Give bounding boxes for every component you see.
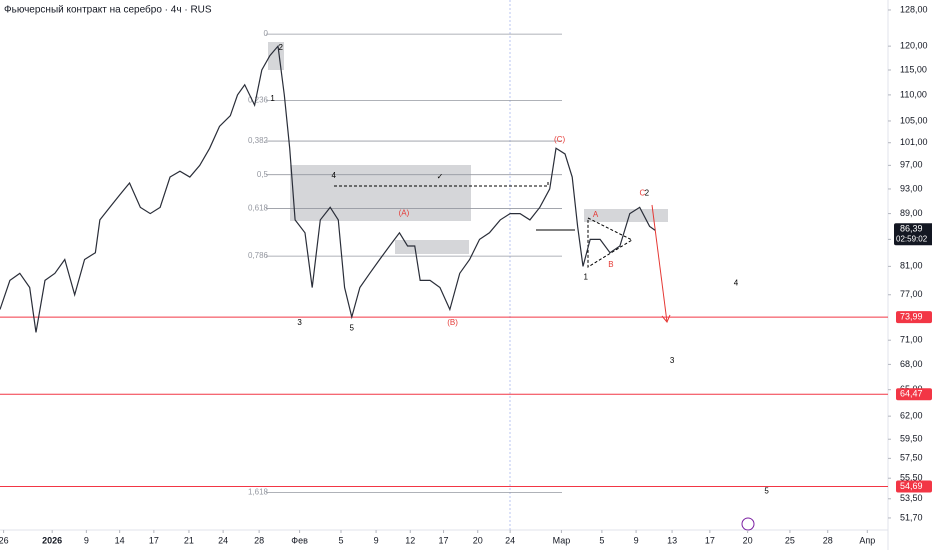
wave-label: 4 [332,171,337,180]
y-tick-label: 68,00 [900,359,923,369]
level-tag [896,480,932,493]
x-tick-label: 14 [115,535,125,545]
x-tick-label: 25 [785,535,795,545]
y-tick-label: 71,00 [900,335,923,345]
y-tick-label: 62,00 [900,411,923,421]
x-tick-label: 9 [84,535,89,545]
wave-label: 5 [764,487,769,496]
x-tick-label: 21 [184,535,194,545]
wave-label: 2 [645,188,650,197]
x-tick-label: 9 [374,535,379,545]
wave-label: (A) [399,209,410,218]
fib-label: 0,382 [248,136,269,145]
x-tick-label: 17 [149,535,159,545]
y-tick-label: 51,70 [900,512,923,522]
x-tick-label: Фев [291,535,308,545]
zone [290,165,471,221]
x-tick-label: 13 [667,535,677,545]
chart-title: Фьючерсный контракт на серебро · 4ч · RU… [4,4,212,16]
x-tick-label: 2026 [42,535,62,545]
y-tick-label: 59,50 [900,434,923,444]
x-tick-label: 17 [439,535,449,545]
y-tick-label: 105,00 [900,115,928,125]
wave-label: C [639,188,645,197]
fib-label: 1,618 [248,488,269,497]
triangle [587,217,634,268]
wave-label: B [608,260,613,269]
x-tick-label: 5 [338,535,343,545]
level-tag [896,388,932,401]
x-tick-label: 12 [405,535,415,545]
x-tick-label: 24 [505,535,515,545]
x-tick-label: 28 [254,535,264,545]
y-tick-label: 101,00 [900,137,928,147]
level-tag [896,311,932,324]
y-tick-label: 81,00 [900,261,923,271]
y-tick-label: 120,00 [900,41,928,51]
wave-label: (B) [447,318,458,327]
x-tick-label: 5 [599,535,604,545]
wave-label: 3 [670,356,675,365]
y-tick-label: 53,50 [900,493,923,503]
fib-label: 0,236 [248,96,269,105]
last-price-tag [894,223,932,246]
y-tick-label: 57,50 [900,453,923,463]
fib-label: 0,618 [248,204,269,213]
x-tick-label: Апр [859,535,875,545]
y-tick-label: 97,00 [900,160,923,170]
forecast-arrow [651,204,668,323]
wave-label: A [593,210,599,219]
level-label: 64,47 [900,389,923,399]
zone [395,240,469,254]
wave-label: 3 [297,318,302,327]
wave-label: 2 [278,43,283,52]
wave-label: 1 [583,273,588,282]
y-tick-label: 77,00 [900,289,923,299]
x-tick-label: 28 [823,535,833,545]
wave-label: 1 [270,94,275,103]
y-tick-label: 93,00 [900,183,923,193]
wave-label: 5 [350,324,355,333]
wave-label: (C) [554,135,565,144]
wave-label: 4 [734,278,739,287]
zone [584,209,668,222]
y-tick-label: 89,00 [900,208,923,218]
x-tick-label: Мар [553,535,571,545]
x-tick-label: 20 [473,535,483,545]
level-label: 73,99 [900,311,923,321]
last-price-label: 86,39 [900,224,923,234]
x-tick-label: 26 [0,535,9,545]
fib-label: 0,5 [257,170,269,179]
y-tick-label: 128,00 [900,4,928,14]
price-line [0,44,656,333]
level-label: 54,69 [900,481,923,491]
x-tick-label: 9 [634,535,639,545]
dashed-line [334,180,549,187]
y-tick-label: 115,00 [900,64,927,74]
fib-label: 0,786 [248,251,269,260]
y-tick-label: 55,50 [900,473,923,483]
x-tick-label: 17 [705,535,715,545]
wave-label: ✓ [437,172,444,181]
x-tick-label: 24 [218,535,228,545]
x-tick-label: 20 [743,535,753,545]
fib-label: 0 [264,29,269,38]
y-tick-label: 110,00 [900,89,927,99]
timer-label: 02:59:02 [896,234,928,243]
